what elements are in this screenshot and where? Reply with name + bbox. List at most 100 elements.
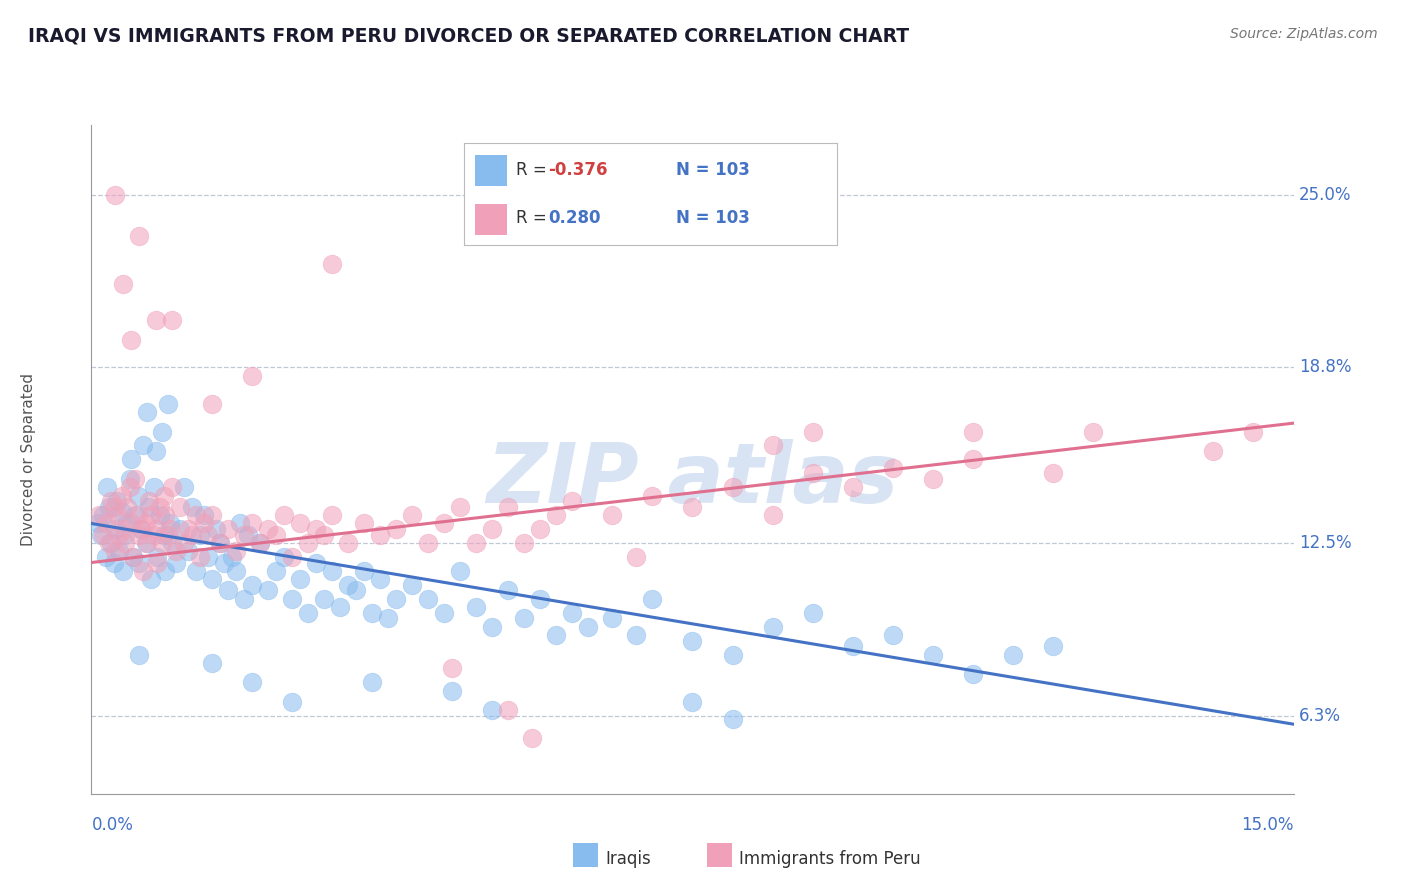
Point — [150, 536, 173, 550]
Point — [208, 536, 231, 550]
Point — [159, 522, 181, 536]
Point — [329, 600, 352, 615]
Point — [180, 527, 202, 541]
Point — [121, 452, 143, 467]
Point — [353, 564, 375, 578]
Point — [197, 527, 219, 541]
Point — [360, 675, 382, 690]
Point — [160, 536, 183, 550]
Point — [481, 703, 503, 717]
Point — [225, 564, 247, 578]
Point — [105, 508, 128, 523]
Point — [281, 695, 304, 709]
Point — [1202, 444, 1225, 458]
Point — [240, 675, 263, 690]
Point — [465, 600, 488, 615]
Point — [416, 591, 439, 606]
Point — [98, 500, 121, 514]
Point — [288, 516, 311, 531]
Point — [87, 516, 110, 531]
Point — [1001, 648, 1024, 662]
Point — [441, 683, 464, 698]
Point — [201, 572, 224, 586]
Point — [193, 508, 215, 523]
Point — [129, 522, 152, 536]
Bar — [475, 155, 508, 186]
Point — [173, 536, 195, 550]
Point — [112, 564, 135, 578]
Point — [305, 556, 328, 570]
Point — [90, 527, 112, 541]
Point — [236, 527, 259, 541]
Point — [138, 494, 160, 508]
Point — [841, 639, 863, 653]
Point — [217, 583, 239, 598]
Point — [496, 583, 519, 598]
Point — [762, 619, 785, 633]
Point — [529, 522, 551, 536]
Text: Source: ZipAtlas.com: Source: ZipAtlas.com — [1230, 27, 1378, 41]
Point — [104, 187, 127, 202]
Point — [152, 489, 174, 503]
Point — [153, 564, 176, 578]
Point — [212, 556, 235, 570]
Point — [496, 500, 519, 514]
Point — [112, 522, 135, 536]
Point — [520, 731, 543, 746]
Point — [561, 494, 583, 508]
Text: Immigrants from Peru: Immigrants from Peru — [740, 850, 921, 868]
Point — [104, 544, 127, 558]
Point — [922, 648, 945, 662]
Point — [312, 527, 335, 541]
Point — [297, 536, 319, 550]
Point — [93, 508, 115, 523]
Point — [118, 480, 141, 494]
Point — [305, 522, 328, 536]
Point — [721, 648, 744, 662]
Point — [433, 516, 456, 531]
Point — [204, 522, 226, 536]
Point — [801, 425, 824, 439]
Point — [513, 611, 536, 625]
Point — [321, 508, 343, 523]
Point — [249, 536, 271, 550]
Point — [353, 516, 375, 531]
Point — [225, 544, 247, 558]
Point — [136, 536, 159, 550]
Point — [173, 480, 195, 494]
Point — [128, 556, 150, 570]
Point — [576, 619, 599, 633]
Point — [626, 628, 648, 642]
Point — [121, 333, 143, 347]
Point — [1243, 425, 1265, 439]
Point — [546, 508, 568, 523]
Text: Iraqis: Iraqis — [606, 850, 651, 868]
Point — [121, 516, 143, 531]
Point — [193, 516, 215, 531]
Point — [104, 522, 127, 536]
Point — [201, 508, 224, 523]
Point — [94, 549, 117, 564]
Point — [128, 527, 150, 541]
Point — [160, 313, 183, 327]
Point — [368, 572, 391, 586]
Point — [208, 536, 231, 550]
Text: N = 103: N = 103 — [676, 161, 751, 179]
Text: R =: R = — [516, 161, 553, 179]
Point — [546, 628, 568, 642]
Point — [128, 229, 150, 244]
Point — [529, 591, 551, 606]
Point — [228, 516, 250, 531]
Point — [256, 522, 278, 536]
Point — [449, 564, 471, 578]
Point — [127, 508, 149, 523]
Point — [128, 648, 150, 662]
Point — [681, 633, 703, 648]
Point — [882, 460, 904, 475]
Point — [401, 508, 423, 523]
Point — [184, 564, 207, 578]
Point — [249, 536, 271, 550]
Point — [136, 405, 159, 419]
Text: 12.5%: 12.5% — [1299, 534, 1351, 552]
Point — [962, 425, 984, 439]
